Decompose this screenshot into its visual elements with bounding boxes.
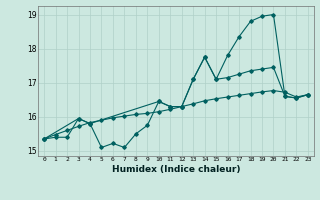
X-axis label: Humidex (Indice chaleur): Humidex (Indice chaleur) [112,165,240,174]
